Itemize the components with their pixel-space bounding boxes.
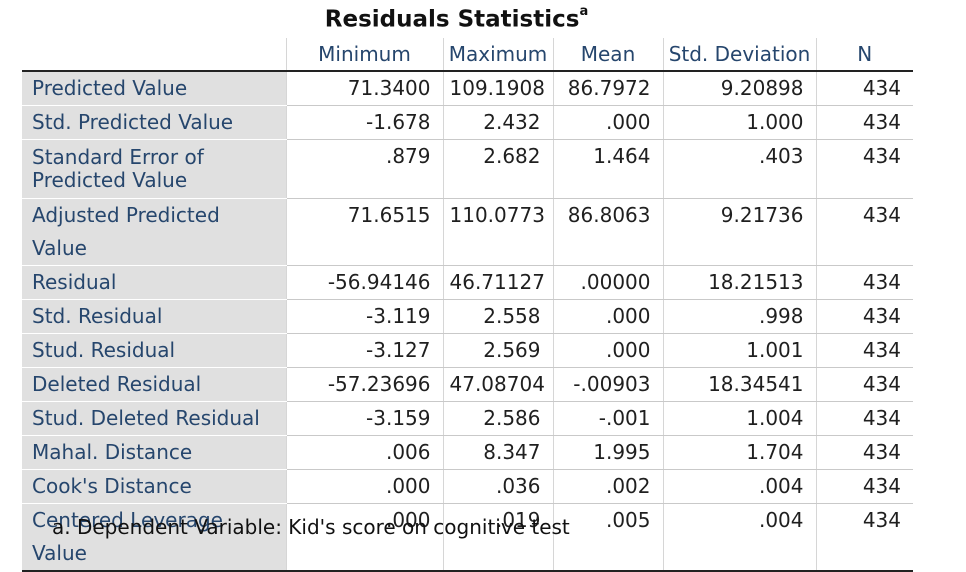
column-header-minimum: Minimum	[285, 38, 443, 72]
cell-n: 434	[815, 435, 913, 470]
cell-n: 434	[815, 367, 913, 402]
table-row: Deleted Residual -57.23696 47.08704 -.00…	[22, 367, 913, 402]
row-label: Std. Predicted Value	[22, 105, 286, 140]
cell-minimum: .000	[285, 469, 443, 504]
cell-std-deviation: .998	[662, 299, 816, 334]
column-header-n: N	[815, 38, 913, 72]
cell-std-deviation: 1.704	[662, 435, 816, 470]
column-header-mean: Mean	[552, 38, 663, 72]
cell-std-deviation: 1.004	[662, 401, 816, 436]
cell-n: 434	[815, 503, 913, 572]
cell-n: 434	[815, 265, 913, 300]
row-label: Deleted Residual	[22, 367, 286, 402]
row-label: Stud. Residual	[22, 333, 286, 368]
cell-std-deviation: .004	[662, 503, 816, 572]
cell-n: 434	[815, 333, 913, 368]
row-label: Stud. Deleted Residual	[22, 401, 286, 436]
cell-maximum: 2.558	[442, 299, 553, 334]
cell-n: 434	[815, 198, 913, 266]
cell-maximum: 46.71127	[442, 265, 553, 300]
cell-std-deviation: 18.21513	[662, 265, 816, 300]
table-row: Standard Error of Predicted Value .879 2…	[22, 139, 913, 199]
row-label: Std. Residual	[22, 299, 286, 334]
table-row: Residual -56.94146 46.71127 .00000 18.21…	[22, 265, 913, 300]
cell-minimum: .879	[285, 139, 443, 199]
cell-std-deviation: 1.001	[662, 333, 816, 368]
table-title-text: Residuals Statistics	[324, 6, 580, 33]
row-label: Cook's Distance	[22, 469, 286, 504]
cell-mean: 1.995	[552, 435, 663, 470]
column-header-maximum: Maximum	[442, 38, 553, 72]
cell-maximum: 110.0773	[442, 198, 553, 266]
cell-std-deviation: .004	[662, 469, 816, 504]
table-row: Stud. Deleted Residual -3.159 2.586 -.00…	[22, 401, 913, 436]
row-label: Predicted Value	[22, 71, 286, 106]
table-row: Std. Predicted Value -1.678 2.432 .000 1…	[22, 105, 913, 140]
table-row: Mahal. Distance .006 8.347 1.995 1.704 4…	[22, 435, 913, 470]
cell-mean: .002	[552, 469, 663, 504]
cell-maximum: .019	[442, 503, 553, 572]
cell-n: 434	[815, 469, 913, 504]
cell-maximum: 2.432	[442, 105, 553, 140]
cell-maximum: 47.08704	[442, 367, 553, 402]
residuals-statistics-table: Minimum Maximum Mean Std. Deviation N Pr…	[22, 38, 913, 572]
cell-n: 434	[815, 139, 913, 199]
row-label: Residual	[22, 265, 286, 300]
cell-mean: 86.7972	[552, 71, 663, 106]
table-row: Std. Residual -3.119 2.558 .000 .998 434	[22, 299, 913, 334]
header-corner	[22, 38, 286, 72]
cell-maximum: 109.1908	[442, 71, 553, 106]
header-row: Minimum Maximum Mean Std. Deviation N	[22, 38, 913, 72]
table-footnote: a. Dependent Variable: Kid's score on co…	[52, 515, 570, 539]
row-label: Adjusted Predicted Value	[22, 198, 286, 266]
cell-minimum: 71.6515	[285, 198, 443, 266]
cell-n: 434	[815, 71, 913, 106]
cell-std-deviation: 18.34541	[662, 367, 816, 402]
cell-mean: .00000	[552, 265, 663, 300]
row-label: Standard Error of Predicted Value	[22, 139, 286, 199]
cell-minimum: -3.159	[285, 401, 443, 436]
cell-minimum: -57.23696	[285, 367, 443, 402]
table-row: Cook's Distance .000 .036 .002 .004 434	[22, 469, 913, 504]
title-footnote-marker: a	[579, 4, 589, 19]
cell-maximum: 8.347	[442, 435, 553, 470]
cell-maximum: .036	[442, 469, 553, 504]
cell-mean: .000	[552, 105, 663, 140]
cell-minimum: -3.127	[285, 333, 443, 368]
cell-std-deviation: 9.20898	[662, 71, 816, 106]
cell-mean: 86.8063	[552, 198, 663, 266]
table-row: Stud. Residual -3.127 2.569 .000 1.001 4…	[22, 333, 913, 368]
cell-minimum: -1.678	[285, 105, 443, 140]
cell-std-deviation: 9.21736	[662, 198, 816, 266]
cell-std-deviation: .403	[662, 139, 816, 199]
cell-n: 434	[815, 401, 913, 436]
cell-minimum: .006	[285, 435, 443, 470]
table-title: Residuals Statisticsa	[0, 0, 913, 35]
cell-mean: -.001	[552, 401, 663, 436]
cell-std-deviation: 1.000	[662, 105, 816, 140]
cell-minimum: -56.94146	[285, 265, 443, 300]
cell-maximum: 2.682	[442, 139, 553, 199]
table-row: Predicted Value 71.3400 109.1908 86.7972…	[22, 71, 913, 106]
cell-mean: .005	[552, 503, 663, 572]
cell-mean: .000	[552, 299, 663, 334]
cell-maximum: 2.569	[442, 333, 553, 368]
row-label: Centered Leverage Value	[22, 503, 286, 572]
cell-mean: 1.464	[552, 139, 663, 199]
cell-n: 434	[815, 105, 913, 140]
cell-maximum: 2.586	[442, 401, 553, 436]
cell-minimum: -3.119	[285, 299, 443, 334]
cell-mean: .000	[552, 333, 663, 368]
cell-mean: -.00903	[552, 367, 663, 402]
row-label: Mahal. Distance	[22, 435, 286, 470]
table-row: Adjusted Predicted Value 71.6515 110.077…	[22, 198, 913, 266]
column-header-std-deviation: Std. Deviation	[662, 38, 816, 72]
cell-minimum: 71.3400	[285, 71, 443, 106]
cell-n: 434	[815, 299, 913, 334]
